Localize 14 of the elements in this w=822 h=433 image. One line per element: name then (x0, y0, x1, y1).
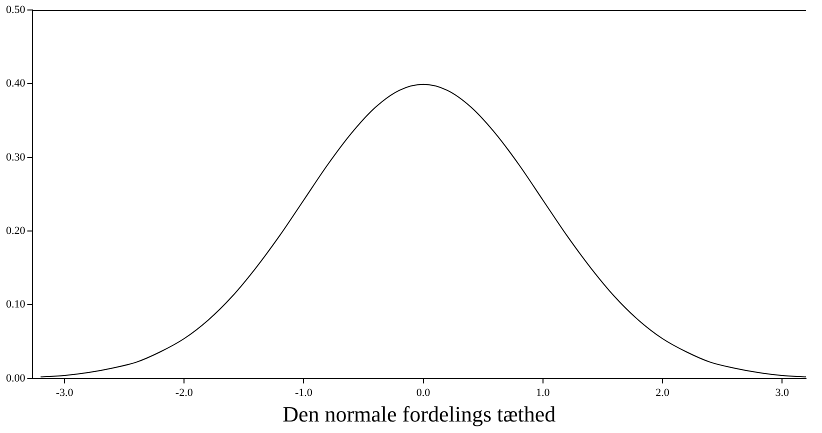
x-tick-label: 1.0 (536, 386, 550, 399)
y-tick-label: 0.00 (6, 372, 26, 384)
y-tick-label: 0.50 (6, 4, 26, 16)
x-tick-label: -1.0 (295, 386, 313, 399)
x-tick-label: 0.0 (416, 386, 431, 399)
y-tick-label: 0.40 (6, 78, 26, 90)
y-tick-label: 0.20 (6, 224, 26, 237)
x-tick-label: 2.0 (656, 386, 670, 399)
x-tick-label: -2.0 (175, 386, 194, 399)
x-axis-title: Den normale fordelings tæthed (282, 402, 556, 427)
y-tick-label: 0.10 (6, 298, 26, 311)
y-tick-label: 0.30 (6, 151, 26, 164)
x-tick-label: 3.0 (775, 386, 790, 399)
x-tick-label: -3.0 (56, 386, 74, 399)
